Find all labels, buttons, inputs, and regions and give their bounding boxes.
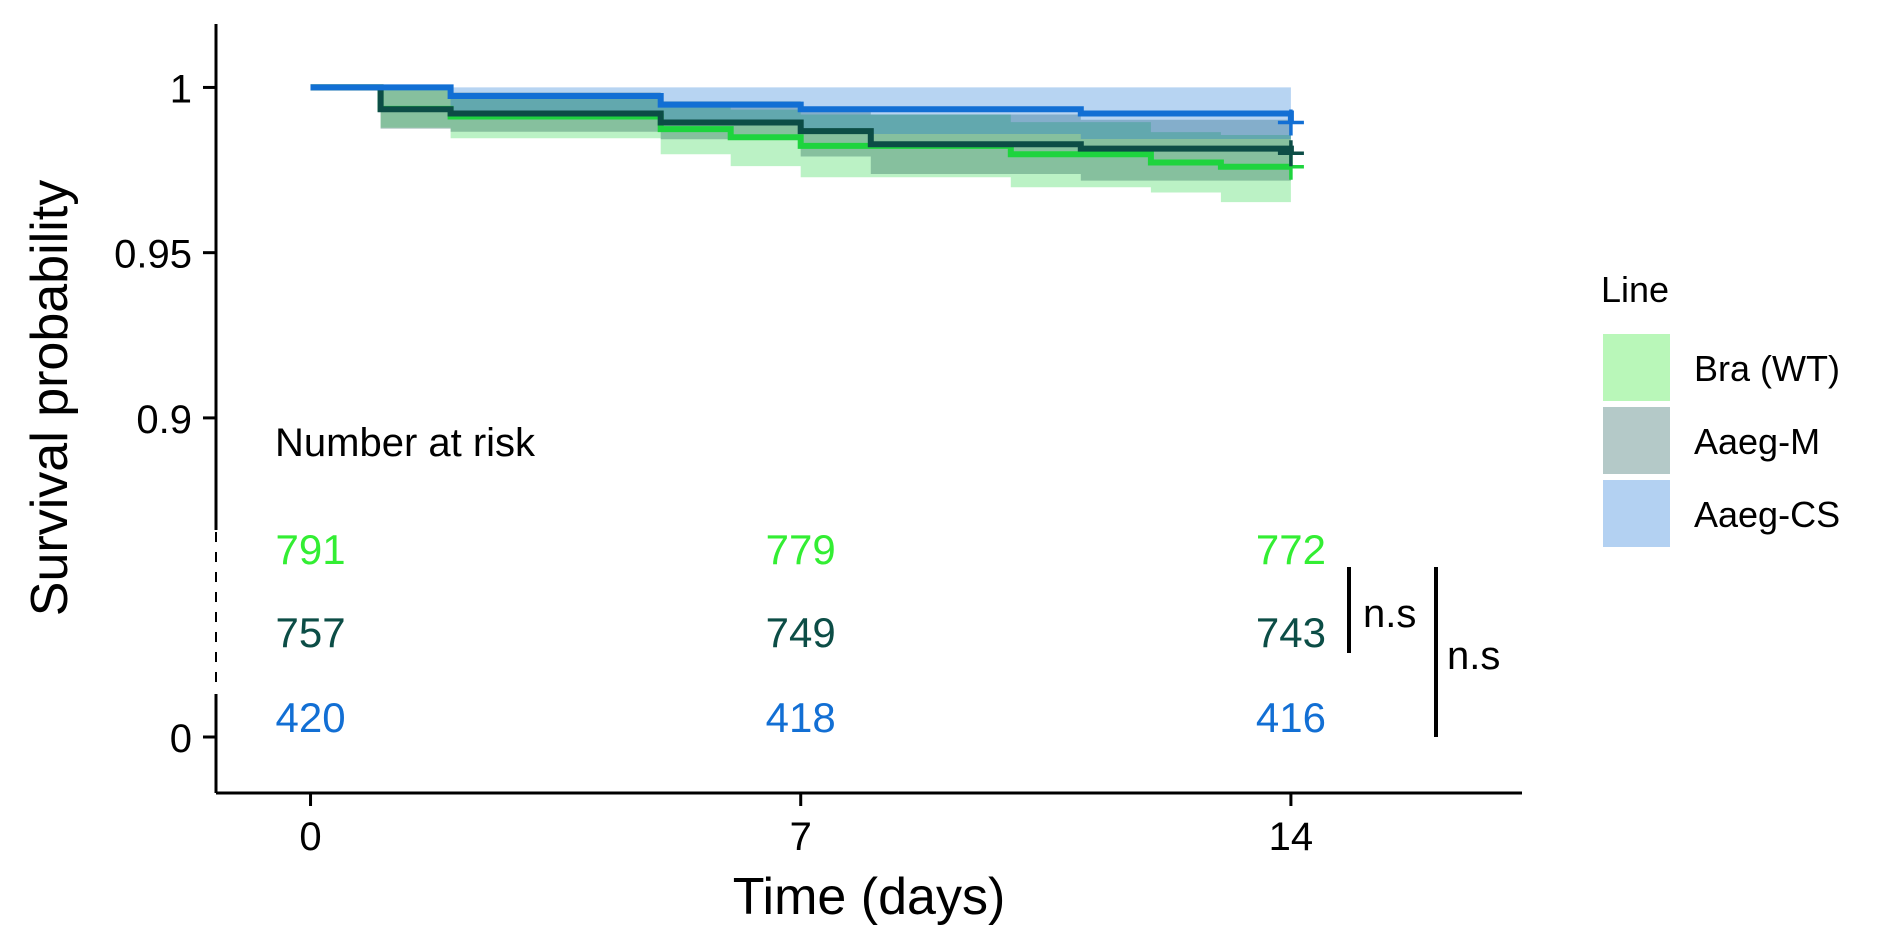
risk-count: 791 bbox=[275, 526, 345, 573]
y-tick-label: 1 bbox=[170, 67, 192, 111]
y-tick-label: 0.95 bbox=[114, 233, 192, 277]
risk-count: 772 bbox=[1256, 526, 1326, 573]
legend-title: Line bbox=[1601, 269, 1669, 310]
survival-line-2 bbox=[310, 84, 1294, 123]
legend-label: Bra (WT) bbox=[1694, 348, 1840, 389]
risk-count: 779 bbox=[766, 526, 836, 573]
axes: 1 0.95 0.9 0 0 7 14 Time (days) Survival probabi… bbox=[21, 24, 1522, 926]
x-axis-title: Time (days) bbox=[733, 868, 1006, 926]
risk-count: 743 bbox=[1256, 609, 1326, 656]
y-tick-label: 0 bbox=[170, 717, 192, 761]
survival-curves bbox=[310, 84, 1294, 170]
legend: Line Bra (WT) Aaeg-M Aaeg-CS bbox=[1601, 269, 1840, 547]
legend-swatch bbox=[1603, 334, 1670, 401]
survival-line-1 bbox=[310, 84, 1294, 154]
number-at-risk-table: Number at risk 791 779 772 757 749 743 420 418 41… bbox=[275, 421, 1326, 741]
legend-label: Aaeg-M bbox=[1694, 421, 1820, 462]
y-tick-label: 0.9 bbox=[136, 398, 192, 442]
comparison-label: n.s bbox=[1447, 634, 1500, 678]
risk-count: 420 bbox=[275, 694, 345, 741]
significance-brackets: n.s n.s bbox=[1347, 567, 1500, 737]
comparison-label: n.s bbox=[1363, 592, 1416, 636]
x-tick-label: 7 bbox=[790, 815, 812, 859]
legend-swatch bbox=[1603, 480, 1670, 547]
risk-count: 749 bbox=[766, 609, 836, 656]
number-at-risk-title: Number at risk bbox=[275, 421, 536, 465]
censor-mark-1 bbox=[1277, 140, 1304, 167]
risk-count: 757 bbox=[275, 609, 345, 656]
legend-swatch bbox=[1603, 407, 1670, 474]
risk-count: 416 bbox=[1256, 694, 1326, 741]
censor-mark-2 bbox=[1277, 109, 1304, 136]
ci-band-2 bbox=[310, 87, 1291, 139]
censor-marks bbox=[1277, 109, 1304, 180]
x-tick-label: 0 bbox=[299, 815, 321, 859]
risk-count: 418 bbox=[766, 694, 836, 741]
legend-label: Aaeg-CS bbox=[1694, 494, 1840, 535]
y-axis-title: Survival probability bbox=[21, 180, 79, 616]
x-tick-label: 14 bbox=[1269, 815, 1314, 859]
